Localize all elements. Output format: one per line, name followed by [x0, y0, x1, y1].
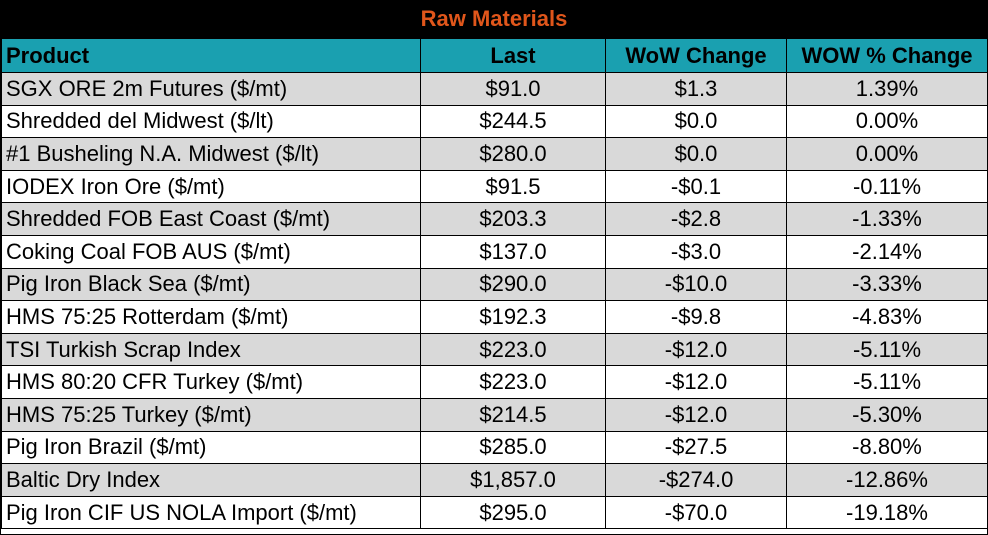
- wow-change-cell: -$12.0: [605, 397, 787, 432]
- table-row: Baltic Dry Index $1,857.0 -$274.0 -12.86%: [1, 463, 988, 497]
- wow-change-cell: -$10.0: [605, 267, 787, 302]
- table-row: Pig Iron Black Sea ($/mt) $290.0 -$10.0 -3.…: [1, 267, 988, 302]
- product-cell: TSI Turkish Scrap Index: [1, 332, 421, 367]
- wow-pct-change-cell: -5.30%: [786, 397, 988, 432]
- last-cell: $285.0: [420, 430, 606, 465]
- product-cell: Pig Iron Black Sea ($/mt): [1, 267, 421, 302]
- product-cell: Pig Iron CIF US NOLA Import ($/mt): [1, 495, 421, 530]
- product-cell: IODEX Iron Ore ($/mt): [1, 169, 421, 204]
- wow-pct-change-cell: -5.11%: [786, 365, 988, 399]
- table-row: TSI Turkish Scrap Index $223.0 -$12.0 -5.11…: [1, 332, 988, 367]
- column-header-wow-pct-change: WOW % Change: [786, 38, 988, 73]
- wow-change-cell: -$12.0: [605, 365, 787, 399]
- last-cell: $223.0: [420, 332, 606, 367]
- table-row: #1 Busheling N.A. Midwest ($/lt) $280.0 $0…: [1, 137, 988, 171]
- table-row: HMS 75:25 Rotterdam ($/mt) $192.3 -$9.8 -4.…: [1, 300, 988, 334]
- wow-pct-change-cell: -5.11%: [786, 332, 988, 367]
- wow-pct-change-cell: -1.33%: [786, 202, 988, 236]
- product-cell: Pig Iron Brazil ($/mt): [1, 430, 421, 465]
- wow-change-cell: -$12.0: [605, 332, 787, 367]
- last-cell: $91.5: [420, 169, 606, 204]
- last-cell: $290.0: [420, 267, 606, 302]
- wow-pct-change-cell: -2.14%: [786, 234, 988, 269]
- wow-pct-change-cell: -3.33%: [786, 267, 988, 302]
- product-cell: Coking Coal FOB AUS ($/mt): [1, 234, 421, 269]
- last-cell: $192.3: [420, 300, 606, 334]
- last-cell: $1,857.0: [420, 463, 606, 497]
- last-cell: $244.5: [420, 104, 606, 139]
- wow-pct-change-cell: 0.00%: [786, 137, 988, 171]
- last-cell: $137.0: [420, 234, 606, 269]
- column-header-product: Product: [1, 38, 421, 73]
- last-cell: $295.0: [420, 495, 606, 530]
- wow-change-cell: -$27.5: [605, 430, 787, 465]
- wow-change-cell: -$0.1: [605, 169, 787, 204]
- last-cell: $280.0: [420, 137, 606, 171]
- table-row: HMS 80:20 CFR Turkey ($/mt) $223.0 -$12.0-…: [1, 365, 988, 399]
- wow-change-cell: -$3.0: [605, 234, 787, 269]
- wow-change-cell: $0.0: [605, 137, 787, 171]
- table-row: SGX ORE 2m Futures ($/mt) $91.0 $1.3 1.39%: [1, 72, 988, 106]
- wow-pct-change-cell: -4.83%: [786, 300, 988, 334]
- last-cell: $91.0: [420, 72, 606, 106]
- wow-pct-change-cell: 0.00%: [786, 104, 988, 139]
- table-row: IODEX Iron Ore ($/mt) $91.5 -$0.1 -0.11%: [1, 169, 988, 204]
- table-row: Pig Iron CIF US NOLA Import ($/mt) $295.0…: [1, 495, 988, 530]
- wow-pct-change-cell: -8.80%: [786, 430, 988, 465]
- wow-change-cell: -$274.0: [605, 463, 787, 497]
- product-cell: Shredded del Midwest ($/lt): [1, 104, 421, 139]
- product-cell: Shredded FOB East Coast ($/mt): [1, 202, 421, 236]
- product-cell: #1 Busheling N.A. Midwest ($/lt): [1, 137, 421, 171]
- wow-pct-change-cell: -0.11%: [786, 169, 988, 204]
- raw-materials-table: Product Last WoW Change WOW % Change SGX…: [1, 38, 988, 530]
- wow-change-cell: -$70.0: [605, 495, 787, 530]
- column-header-wow-change: WoW Change: [605, 38, 787, 73]
- column-header-last: Last: [420, 38, 606, 73]
- product-cell: HMS 80:20 CFR Turkey ($/mt): [1, 365, 421, 399]
- table-row: Shredded FOB East Coast ($/mt) $203.3 -$2.…: [1, 202, 988, 236]
- wow-change-cell: -$2.8: [605, 202, 787, 236]
- product-cell: SGX ORE 2m Futures ($/mt): [1, 72, 421, 106]
- wow-change-cell: -$9.8: [605, 300, 787, 334]
- table-title: Raw Materials: [1, 1, 987, 38]
- table-row: Coking Coal FOB AUS ($/mt) $137.0 -$3.0 -2.…: [1, 234, 988, 269]
- last-cell: $223.0: [420, 365, 606, 399]
- wow-pct-change-cell: -19.18%: [786, 495, 988, 530]
- table-row: Shredded del Midwest ($/lt) $244.5 $0.0 0.0…: [1, 104, 988, 139]
- product-cell: HMS 75:25 Rotterdam ($/mt): [1, 300, 421, 334]
- wow-change-cell: $1.3: [605, 72, 787, 106]
- header-row: Product Last WoW Change WOW % Change: [1, 38, 988, 73]
- table-row: HMS 75:25 Turkey ($/mt) $214.5 -$12.0 -5.30…: [1, 397, 988, 432]
- wow-pct-change-cell: -12.86%: [786, 463, 988, 497]
- last-cell: $203.3: [420, 202, 606, 236]
- table-row: Pig Iron Brazil ($/mt) $285.0 -$27.5 -8.80%: [1, 430, 988, 465]
- product-cell: HMS 75:25 Turkey ($/mt): [1, 397, 421, 432]
- wow-change-cell: $0.0: [605, 104, 787, 139]
- wow-pct-change-cell: 1.39%: [786, 72, 988, 106]
- last-cell: $214.5: [420, 397, 606, 432]
- product-cell: Baltic Dry Index: [1, 463, 421, 497]
- table-body: SGX ORE 2m Futures ($/mt) $91.0 $1.3 1.39% S…: [1, 72, 988, 530]
